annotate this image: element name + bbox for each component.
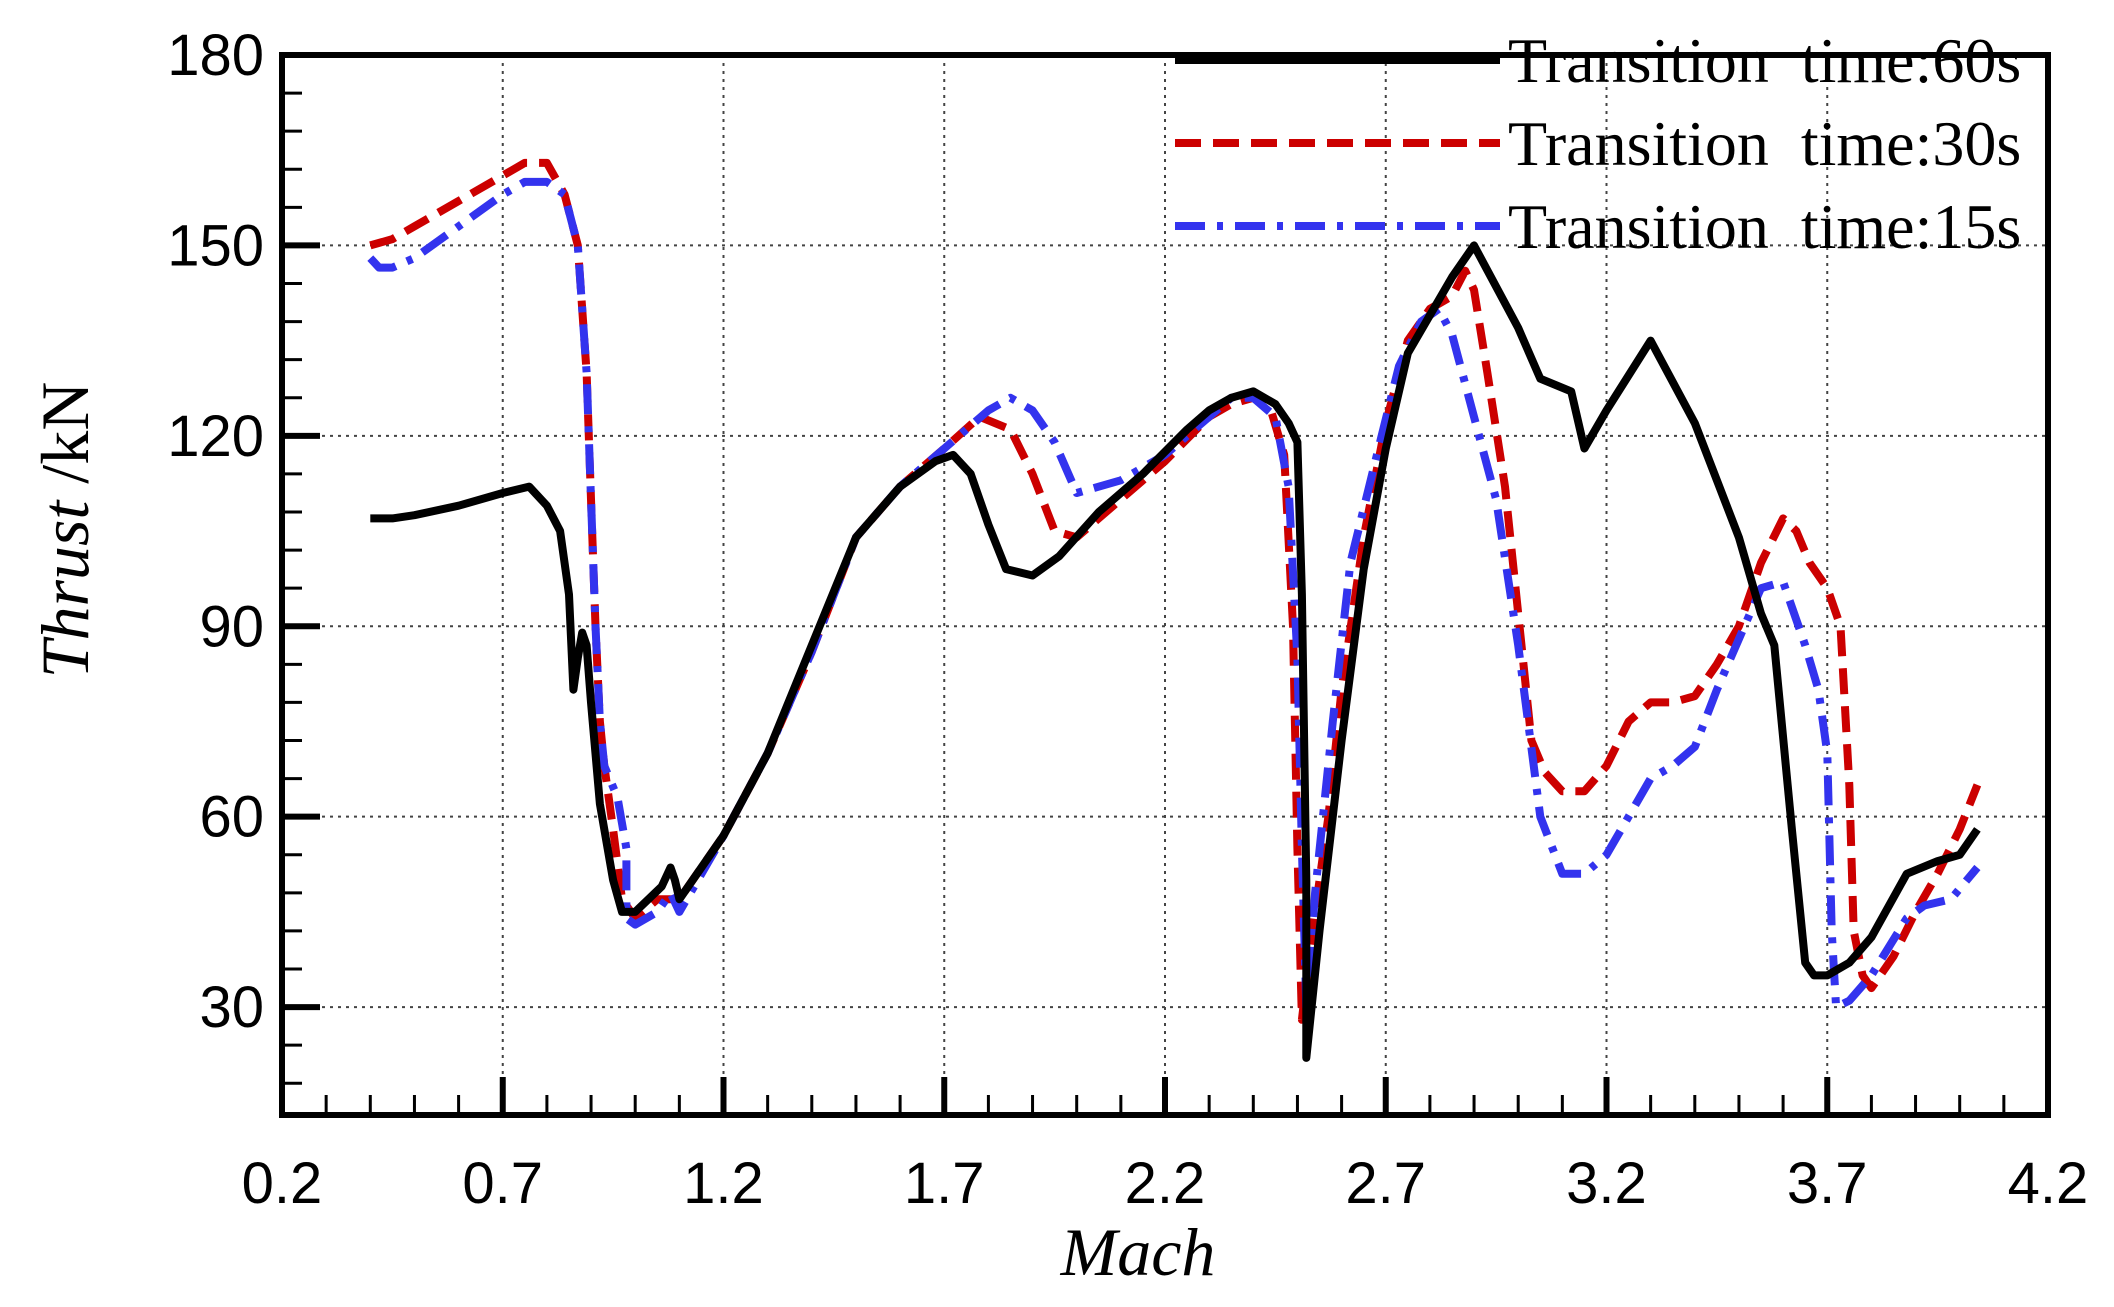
series-layer <box>367 158 1982 1062</box>
x-tick-label: 0.7 <box>462 1151 543 1216</box>
series-line-0 <box>370 241 1981 1062</box>
y-axis-unit: /kN <box>27 382 103 501</box>
y-tick-label: 90 <box>199 594 264 659</box>
legend-label: Transition time:15s <box>1508 191 2021 262</box>
x-tick-label: 2.2 <box>1125 1151 1206 1216</box>
series-line-1 <box>369 158 1982 1024</box>
y-tick-label: 180 <box>167 23 264 88</box>
x-tick-label: 1.2 <box>683 1151 764 1216</box>
y-axis-title-text: Thrust <box>27 499 103 679</box>
x-tick-label: 1.7 <box>904 1151 985 1216</box>
x-axis-tick-labels: 0.2 0.7 1.2 1.7 2.2 2.7 3.2 3.7 4.2 <box>242 1151 2089 1216</box>
legend-label: Transition time:30s <box>1508 108 2021 179</box>
y-tick-label: 30 <box>199 975 264 1040</box>
grid-lines <box>282 55 2048 1115</box>
x-tick-label: 0.2 <box>242 1151 323 1216</box>
x-tick-label: 2.7 <box>1345 1151 1426 1216</box>
y-tick-label: 120 <box>167 404 264 469</box>
y-axis-tick-labels: 30 60 90 120 150 180 <box>167 23 264 1040</box>
series-line-2 <box>367 177 1981 1012</box>
x-tick-label: 3.7 <box>1787 1151 1868 1216</box>
x-axis-title: Mach <box>1060 1214 1216 1290</box>
axis-ticks <box>279 52 2051 1115</box>
legend: Transition time:60s Transition time:30s Tr… <box>1175 25 2021 262</box>
legend-label: Transition time:60s <box>1508 25 2021 96</box>
y-tick-label: 150 <box>167 213 264 278</box>
y-tick-label: 60 <box>199 785 264 850</box>
x-tick-label: 4.2 <box>2008 1151 2089 1216</box>
y-axis-title: Thrust /kN <box>27 382 103 679</box>
x-tick-label: 3.2 <box>1566 1151 1647 1216</box>
